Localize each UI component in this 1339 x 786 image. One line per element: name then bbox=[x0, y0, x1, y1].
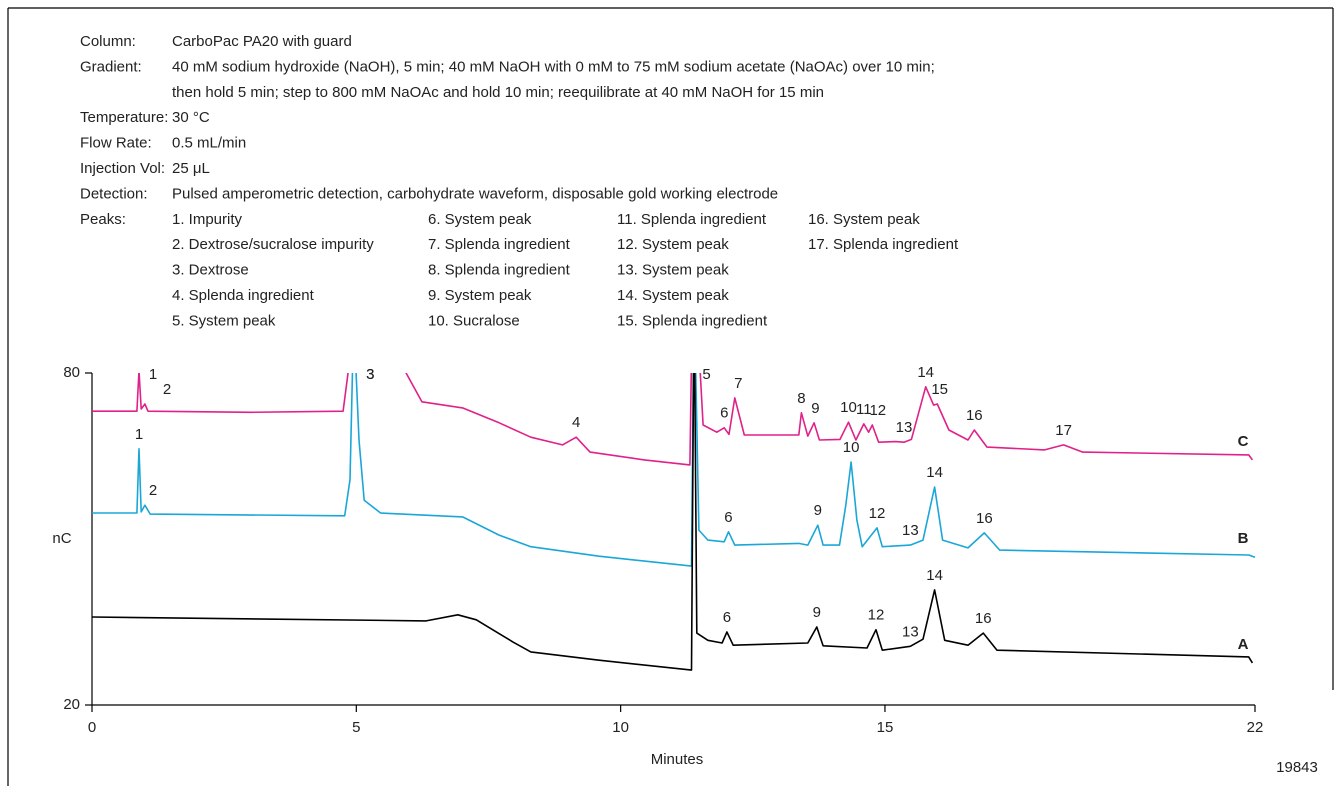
peak-label: 3 bbox=[366, 366, 374, 383]
plot-area bbox=[91, 373, 1256, 671]
peak-label: 5 bbox=[702, 366, 710, 383]
peak-entry: 15. Splenda ingredient bbox=[617, 312, 768, 329]
peak-label: 1 bbox=[135, 426, 143, 443]
condition-value: 40 mM sodium hydroxide (NaOH), 5 min; 40… bbox=[172, 58, 935, 75]
peak-entry: 16. System peak bbox=[808, 211, 920, 228]
trace-label: A bbox=[1238, 636, 1249, 653]
peak-label: 1 bbox=[149, 366, 157, 383]
peak-label: 14 bbox=[926, 567, 943, 584]
peak-label: 11 bbox=[856, 401, 872, 418]
condition-label: Gradient: bbox=[80, 58, 142, 75]
peak-entry: 7. Splenda ingredient bbox=[428, 236, 571, 253]
peak-entry: 3. Dextrose bbox=[172, 262, 249, 279]
peak-label: 17 bbox=[1055, 422, 1072, 439]
condition-label: Injection Vol: bbox=[80, 160, 165, 177]
peak-entry: 1. Impurity bbox=[172, 211, 243, 228]
peak-label: 2 bbox=[163, 381, 171, 398]
condition-value: 0.5 mL/min bbox=[172, 135, 246, 152]
condition-value: Pulsed amperometric detection, carbohydr… bbox=[172, 185, 778, 202]
peak-label: 9 bbox=[814, 502, 822, 519]
trace-label: C bbox=[1238, 433, 1249, 450]
trace bbox=[92, 373, 1256, 567]
peak-label: 3 bbox=[366, 366, 374, 383]
peak-label: 2 bbox=[149, 482, 157, 499]
peak-label: 15 bbox=[931, 381, 948, 398]
peak-label: 6 bbox=[724, 509, 732, 526]
peak-entry: 13. System peak bbox=[617, 262, 729, 279]
peak-label: 16 bbox=[976, 510, 993, 527]
condition-value: 30 °C bbox=[172, 109, 210, 126]
peak-entry: 11. Splenda ingredient bbox=[617, 211, 767, 228]
peaks-label: Peaks: bbox=[80, 211, 126, 228]
peak-label: 12 bbox=[869, 505, 886, 522]
trace-label: B bbox=[1238, 530, 1249, 547]
peak-label: 13 bbox=[902, 623, 919, 640]
peak-label: 12 bbox=[869, 402, 886, 419]
peak-label: 6 bbox=[723, 609, 731, 626]
peak-entry: 17. Splenda ingredient bbox=[808, 236, 959, 253]
peak-label: 4 bbox=[572, 414, 580, 431]
peak-label: 9 bbox=[811, 400, 819, 417]
x-axis-label: Minutes bbox=[651, 751, 704, 768]
x-tick-label: 22 bbox=[1247, 719, 1264, 736]
peak-entry: 2. Dextrose/sucralose impurity bbox=[172, 236, 374, 253]
x-tick-label: 15 bbox=[877, 719, 894, 736]
x-tick-label: 5 bbox=[352, 719, 360, 736]
peak-entry: 10. Sucralose bbox=[428, 312, 520, 329]
peak-entry: 4. Splenda ingredient bbox=[172, 287, 315, 304]
peak-label: 14 bbox=[926, 464, 943, 481]
condition-label: Flow Rate: bbox=[80, 135, 152, 152]
peak-label: 13 bbox=[902, 522, 919, 539]
condition-value: then hold 5 min; step to 800 mM NaOAc an… bbox=[172, 84, 824, 101]
figure-id: 19843 bbox=[1276, 759, 1318, 776]
peak-entry: 5. System peak bbox=[172, 312, 276, 329]
peak-entry: 12. System peak bbox=[617, 236, 729, 253]
y-axis-label: nC bbox=[52, 530, 71, 547]
condition-label: Detection: bbox=[80, 185, 148, 202]
condition-label: Temperature: bbox=[80, 109, 168, 126]
peak-label: 12 bbox=[868, 607, 885, 624]
condition-value: 25 μL bbox=[172, 160, 210, 177]
peak-label: 14 bbox=[917, 364, 934, 381]
peak-label: 16 bbox=[975, 610, 992, 627]
x-tick-label: 0 bbox=[88, 719, 96, 736]
peak-entry: 6. System peak bbox=[428, 211, 532, 228]
peak-entry: 14. System peak bbox=[617, 287, 729, 304]
trace bbox=[92, 373, 1254, 466]
peak-label: 9 bbox=[813, 604, 821, 621]
peak-label: 16 bbox=[966, 407, 983, 424]
peak-entry: 9. System peak bbox=[428, 287, 532, 304]
peak-label: 13 bbox=[896, 419, 913, 436]
x-tick-label: 10 bbox=[612, 719, 629, 736]
condition-label: Column: bbox=[80, 33, 136, 50]
peak-label: 8 bbox=[797, 390, 805, 407]
peak-label: 7 bbox=[734, 375, 742, 392]
y-tick-label: 20 bbox=[63, 696, 80, 713]
y-tick-label: 80 bbox=[63, 364, 80, 381]
peak-label: 10 bbox=[840, 399, 857, 416]
condition-value: CarboPac PA20 with guard bbox=[172, 33, 352, 50]
peak-entry: 8. Splenda ingredient bbox=[428, 262, 571, 279]
peak-label: 10 bbox=[843, 439, 860, 456]
peak-label: 6 bbox=[720, 405, 728, 422]
trace bbox=[91, 373, 1254, 671]
